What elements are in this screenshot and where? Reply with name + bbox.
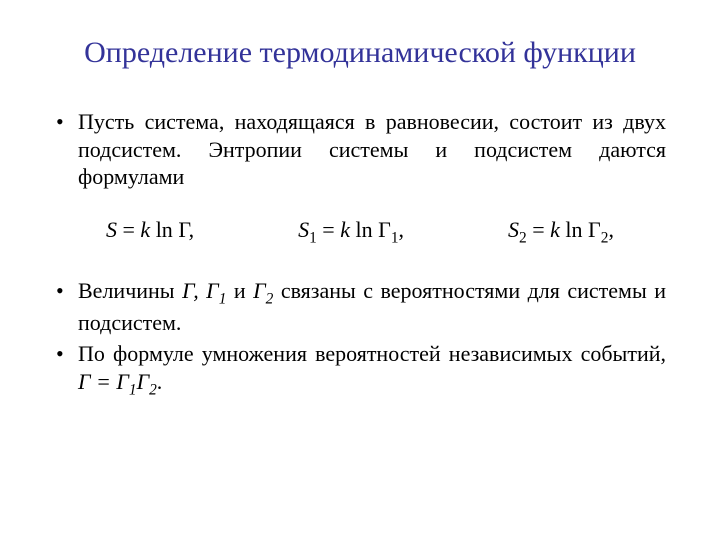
sym-comma: , (399, 217, 405, 242)
sym-comma: , (189, 217, 195, 242)
sym-S: S (106, 217, 117, 242)
sym-k: k (140, 217, 150, 242)
sub-2: 2 (519, 229, 527, 246)
bullet-list: Пусть система, находящаяся в равновесии,… (54, 108, 666, 191)
b2-g: Г, Г (182, 278, 219, 303)
formula-2: S1 = k ln Г1, (298, 217, 404, 247)
bullet-item-2: Величины Г, Г1 и Г2 связаны с вероятност… (54, 277, 666, 336)
b3-prefix: По формуле умножения вероятностей незави… (78, 341, 666, 366)
bullet-list-2: Величины Г, Г1 и Г2 связаны с вероятност… (54, 277, 666, 399)
sym-S2: S (508, 217, 519, 242)
formula-3: S2 = k ln Г2, (508, 217, 614, 247)
formula-row: S = k ln Г, S1 = k ln Г1, S2 = k ln Г2, (54, 217, 666, 247)
sub-1: 1 (309, 229, 317, 246)
bullet-item-1: Пусть система, находящаяся в равновесии,… (54, 108, 666, 191)
b2-prefix: Величины (78, 278, 182, 303)
b2-g2: Г (253, 278, 266, 303)
sym-gamma: Г (178, 217, 188, 242)
sym-gamma1: Г (378, 217, 391, 242)
sym-k: k (340, 217, 350, 242)
sym-ln: ln (560, 217, 588, 242)
bullet-text-1: Пусть система, находящаяся в равновесии,… (78, 109, 666, 189)
b3-lhs: Г = Г (78, 369, 129, 394)
sym-ln: ln (350, 217, 378, 242)
sym-gamma2: Г (588, 217, 601, 242)
sym-k: k (550, 217, 560, 242)
slide-title: Определение термодинамической функции (54, 36, 666, 70)
b3-s1: 1 (129, 381, 137, 398)
formula-1: S = k ln Г, (106, 217, 194, 243)
sym-eq: = (117, 217, 140, 242)
slide: Определение термодинамической функции Пу… (0, 0, 720, 540)
sym-S1: S (298, 217, 309, 242)
sym-eq: = (527, 217, 550, 242)
sub-g1: 1 (391, 229, 399, 246)
sym-ln: ln (150, 217, 178, 242)
b3-g2: Г (137, 369, 150, 394)
bullet-item-3: По формуле умножения вероятностей незави… (54, 340, 666, 399)
b3-s2: 2 (149, 381, 157, 398)
sym-comma: , (608, 217, 614, 242)
b3-end: . (157, 369, 163, 394)
sym-eq: = (317, 217, 340, 242)
b2-mid: и (226, 278, 253, 303)
